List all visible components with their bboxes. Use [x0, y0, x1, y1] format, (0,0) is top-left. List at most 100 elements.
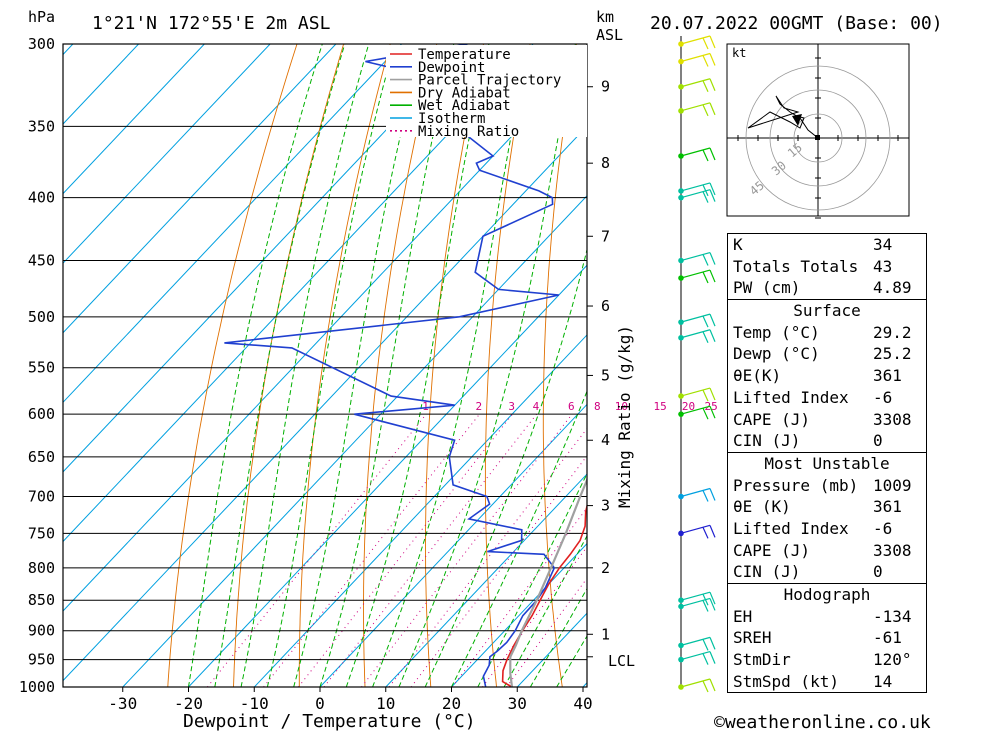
stat-row: StmSpd (kt) 14: [728, 671, 926, 693]
temp-tick-label: -10: [240, 694, 269, 713]
wind-barb: [680, 189, 716, 203]
stat-key: Totals Totals: [733, 256, 859, 276]
stat-key: CAPE (J): [733, 409, 811, 429]
wind-barb: [680, 251, 716, 266]
stat-key: Lifted Index: [733, 387, 849, 407]
stat-row: Lifted Index -6: [728, 518, 926, 540]
stat-value: 3308: [873, 409, 912, 429]
isotherm-line: [63, 44, 534, 543]
stat-key: θE(K): [733, 366, 782, 386]
height-unit-km: km: [596, 8, 614, 26]
mixing-ratio-label: 15: [654, 400, 667, 413]
isotherm-line: [63, 44, 337, 334]
mixing-ratio-label: 2: [475, 400, 482, 413]
diagram-grid: 1 2 3 4 6 8 10 15 20 25: [0, 43, 1000, 688]
pressure-tick-label: 800: [28, 559, 55, 577]
wind-level-dot: [678, 319, 684, 325]
wind-barb: [680, 487, 716, 502]
pressure-tick-label: 850: [28, 591, 55, 609]
stat-row: K 34: [728, 234, 926, 256]
sounding-profiles: [224, 44, 587, 687]
stat-key: EH: [733, 606, 753, 626]
pressure-tick-label: 550: [28, 359, 55, 377]
isotherm-line: [63, 44, 468, 473]
stat-value: 4.89: [873, 278, 912, 298]
km-tick-label: 3: [601, 497, 610, 515]
copyright: ©weatheronline.co.uk: [714, 712, 931, 733]
stat-key: θE (K): [733, 497, 791, 517]
wind-barb: [680, 678, 716, 693]
dry-adiabat-line: [996, 44, 1000, 687]
legend-box: [386, 45, 587, 137]
wind-barb: [680, 78, 716, 92]
stat-row: Lifted Index -6: [728, 387, 926, 409]
mixing-ratio-label: 25: [704, 400, 717, 413]
isotherm-line: [319, 403, 587, 687]
stat-value: 3308: [873, 540, 912, 560]
stat-key: CIN (J): [733, 562, 801, 582]
mixing-ratio-label: 4: [533, 400, 540, 413]
stat-value: -134: [873, 606, 912, 626]
isotherm-line: [122, 195, 587, 687]
dewpoint-profile: [224, 44, 560, 687]
wind-barb: [680, 35, 716, 50]
mixing-ratio-line: [451, 507, 587, 687]
wet-adiabat-line: [398, 44, 576, 687]
km-tick-label: 9: [601, 78, 610, 96]
isotherm-line: [385, 473, 587, 687]
legend-label: Temperature: [418, 47, 511, 63]
axes: 3003504004505005506006507007508008509009…: [19, 35, 610, 713]
legend-label: Wet Adiabat: [418, 98, 511, 114]
isotherm-line: [253, 334, 587, 687]
plot-frame: [62, 43, 588, 688]
stat-row: θE(K) 361: [728, 365, 926, 387]
legend-label: Parcel Trajectory: [418, 73, 561, 89]
km-tick-label: 1: [601, 625, 610, 643]
isotherm-line: [451, 542, 587, 687]
pressure-tick-label: 400: [28, 189, 55, 207]
stat-row: Dewp (°C) 25.2: [728, 343, 926, 365]
mixing-ratio-axis-label: Mixing Ratio (g/kg): [615, 325, 634, 508]
stat-key: SREH: [733, 628, 772, 648]
temp-tick-label: 0: [315, 694, 325, 713]
hodograph-ring: [793, 113, 843, 163]
mixing-ratio-label: 6: [568, 400, 575, 413]
pressure-tick-label: 900: [28, 622, 55, 640]
wind-barb: [680, 147, 716, 162]
hodograph-stats-box: Hodograph EH -134 SREH -61 StmDir 120° StmSpd …: [727, 583, 927, 694]
stat-value: 14: [873, 671, 893, 691]
stat-key: StmDir: [733, 650, 791, 670]
hodograph-ring: [745, 65, 891, 211]
mixing-ratio-line: [263, 413, 480, 687]
stat-value: -6: [873, 518, 893, 538]
temp-tick-label: -20: [174, 694, 203, 713]
surface-box: Surface Temp (°C) 29.2 Dewp (°C) 25.2 θE(K) 3…: [727, 299, 927, 452]
most-unstable-box: Most Unstable Pressure (mb) 1009 θE (K) 361…: [727, 451, 927, 583]
stat-row: Totals Totals 43: [728, 256, 926, 278]
isotherm-line: [0, 44, 7, 687]
legend-label: Dewpoint: [418, 60, 485, 76]
temp-tick-label: -30: [108, 694, 137, 713]
stat-row: SREH -61: [728, 627, 926, 649]
stat-row: CAPE (J) 3308: [728, 540, 926, 562]
temp-tick-label: 10: [376, 694, 395, 713]
wet-adiabat-line: [266, 44, 395, 687]
mixing-ratio-line: [482, 546, 587, 687]
stat-key: Dewp (°C): [733, 344, 820, 364]
stat-value: 1009: [873, 475, 912, 495]
km-tick-label: 2: [601, 559, 610, 577]
wind-barb: [680, 313, 716, 328]
stat-row: PW (cm) 4.89: [728, 277, 926, 299]
stat-key: K: [733, 235, 743, 254]
parcel-trajectory-profile: [509, 477, 587, 687]
stat-row: CAPE (J) 3308: [728, 409, 926, 431]
wind-barb: [680, 636, 716, 651]
wet-adiabat-line: [345, 44, 490, 687]
mixing-ratio-line: [361, 413, 573, 687]
wet-adiabat-line: [424, 247, 587, 687]
stat-key: Lifted Index: [733, 518, 849, 538]
mixing-ratio-label: 1: [422, 400, 429, 413]
